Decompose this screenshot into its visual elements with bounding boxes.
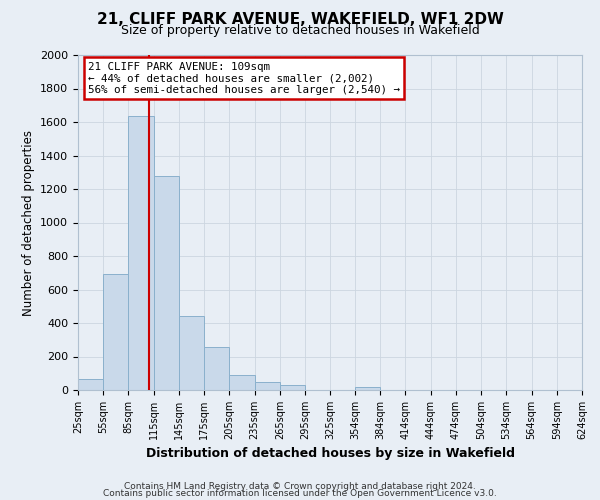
- Y-axis label: Number of detached properties: Number of detached properties: [22, 130, 35, 316]
- Bar: [128, 116, 154, 390]
- Bar: [78, 379, 103, 390]
- Bar: [154, 176, 179, 390]
- Bar: [204, 348, 229, 390]
- Text: Contains public sector information licensed under the Open Government Licence v3: Contains public sector information licen…: [103, 490, 497, 498]
- Bar: [179, 316, 204, 390]
- Text: 21 CLIFF PARK AVENUE: 109sqm
← 44% of detached houses are smaller (2,002)
56% of: 21 CLIFF PARK AVENUE: 109sqm ← 44% of de…: [88, 62, 400, 95]
- Bar: [254, 382, 280, 390]
- Text: Contains HM Land Registry data © Crown copyright and database right 2024.: Contains HM Land Registry data © Crown c…: [124, 482, 476, 491]
- Bar: [229, 375, 254, 390]
- Bar: [355, 386, 380, 390]
- Text: 21, CLIFF PARK AVENUE, WAKEFIELD, WF1 2DW: 21, CLIFF PARK AVENUE, WAKEFIELD, WF1 2D…: [97, 12, 503, 28]
- Text: Size of property relative to detached houses in Wakefield: Size of property relative to detached ho…: [121, 24, 479, 37]
- Bar: [103, 274, 128, 390]
- X-axis label: Distribution of detached houses by size in Wakefield: Distribution of detached houses by size …: [146, 448, 515, 460]
- Bar: [280, 385, 305, 390]
